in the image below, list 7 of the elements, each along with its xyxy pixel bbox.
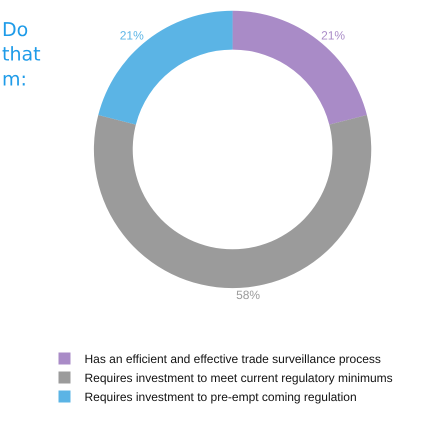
data-label: 21% [120, 28, 144, 42]
text: Do that m: [2, 19, 41, 90]
legend-label: Requires investment to meet current regulatory minimums [84, 371, 393, 386]
data-label: 58% [236, 288, 260, 302]
legend-label: Has an efficient and effective trade surveillance process [84, 352, 381, 366]
data-label: 21% [321, 28, 346, 42]
legend-label: Requires investment to pre-empt coming regulation [84, 390, 357, 404]
